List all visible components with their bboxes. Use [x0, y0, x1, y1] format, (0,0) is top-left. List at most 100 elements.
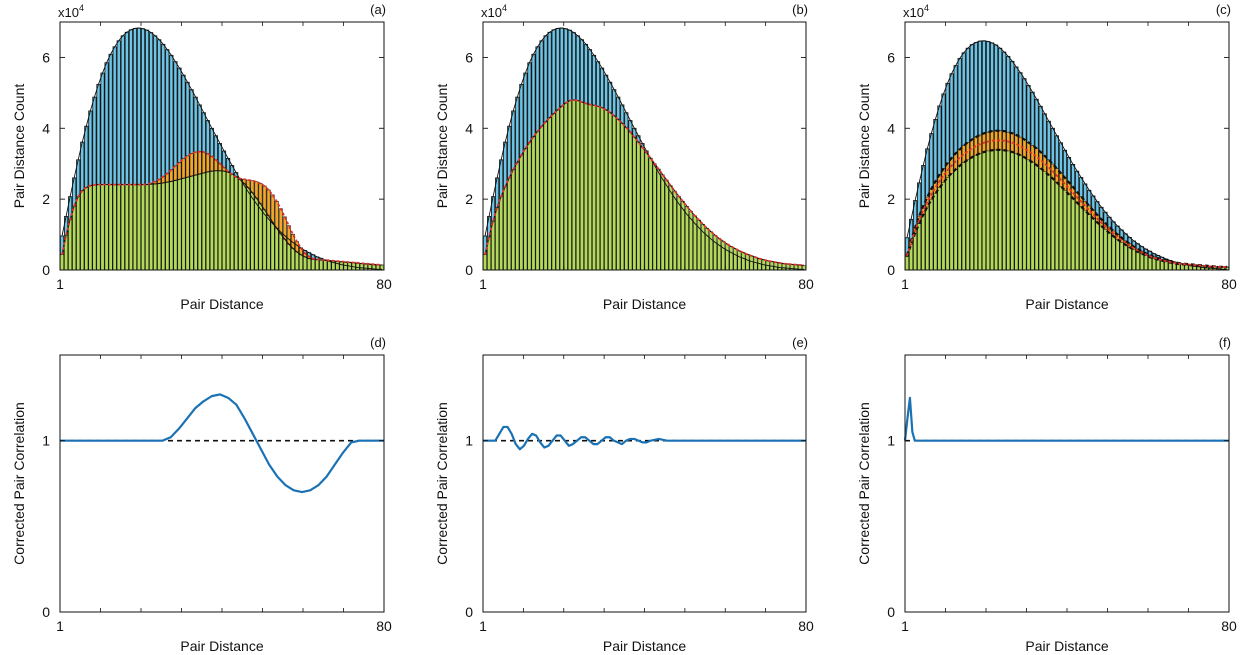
- green-bar: [295, 251, 299, 271]
- green-bar: [1075, 202, 1080, 271]
- green-bar: [1046, 174, 1051, 271]
- y-tick-label: 4: [465, 120, 473, 136]
- green-bar: [315, 259, 320, 271]
- exponent-power: 4: [79, 3, 84, 13]
- green-bar: [503, 186, 508, 271]
- green-bar: [153, 183, 158, 271]
- panel-label: (d): [370, 335, 386, 350]
- green-bar: [1091, 218, 1096, 271]
- correlation-line: [903, 396, 1229, 442]
- green-bar: [76, 196, 81, 271]
- green-bar: [359, 263, 364, 271]
- y-axis-label: Corrected Pair Correlation: [11, 402, 27, 565]
- y-tick-label: 0: [887, 604, 895, 620]
- green-bar: [1095, 222, 1100, 271]
- y-tick-label: 4: [887, 120, 895, 136]
- axes-box: [904, 354, 1230, 613]
- green-bar: [905, 256, 909, 271]
- panel-label: (f): [1219, 335, 1231, 350]
- green-bar: [335, 261, 340, 271]
- green-bar: [717, 238, 722, 271]
- x-axis-label: Pair Distance: [180, 296, 263, 312]
- green-bar: [108, 184, 113, 271]
- panel-label: (b): [792, 2, 808, 17]
- axis-exponent: x104: [481, 3, 507, 20]
- green-bar: [112, 184, 117, 271]
- green-bar: [189, 175, 194, 271]
- x-tick-label: 80: [1221, 276, 1237, 292]
- green-bar: [789, 264, 794, 271]
- x-tick-label: 80: [376, 276, 392, 292]
- axis-exponent: x104: [58, 3, 84, 20]
- green-bar: [1111, 236, 1116, 271]
- green-bar: [1099, 225, 1104, 271]
- green-bar: [1148, 257, 1152, 271]
- green-bar: [120, 184, 125, 271]
- x-axis-label: Pair Distance: [1025, 638, 1108, 654]
- green-bar: [519, 154, 524, 271]
- exponent-power: 4: [502, 3, 507, 13]
- green-bar: [1054, 182, 1059, 271]
- green-bar: [1156, 259, 1161, 271]
- green-bar: [367, 264, 372, 271]
- green-bar: [596, 106, 600, 271]
- red-dashed-line: [484, 99, 805, 267]
- green-bar: [721, 241, 726, 271]
- green-bar: [84, 187, 89, 271]
- x-axis-label: Pair Distance: [603, 638, 686, 654]
- green-bar: [1059, 186, 1063, 271]
- x-tick-label: 80: [798, 618, 814, 634]
- green-bar: [1123, 244, 1128, 271]
- green-bar: [197, 173, 202, 271]
- green-bar: [921, 214, 926, 271]
- green-bar: [343, 261, 348, 271]
- green-bar: [978, 153, 982, 271]
- green-bar: [953, 169, 958, 271]
- axes-box: [59, 354, 385, 613]
- green-bar: [628, 131, 633, 271]
- y-tick-label: 2: [42, 191, 50, 207]
- panel-label: (e): [792, 335, 808, 350]
- green-bar: [355, 263, 360, 271]
- green-bar: [1144, 255, 1148, 271]
- green-bar: [1067, 194, 1071, 271]
- green-bar: [563, 102, 568, 271]
- green-bar: [181, 177, 186, 271]
- y-axis-label: Corrected Pair Correlation: [856, 402, 872, 565]
- green-bar: [929, 199, 934, 271]
- green-bar: [201, 172, 206, 271]
- green-bar: [157, 183, 162, 271]
- green-bar: [88, 185, 93, 271]
- green-bar: [511, 169, 516, 271]
- green-bar: [80, 190, 85, 271]
- green-bar: [1002, 150, 1007, 271]
- green-bar: [116, 184, 121, 271]
- y-axis-label: Pair Distance Count: [856, 84, 872, 209]
- green-bar: [311, 259, 316, 271]
- green-bar: [165, 181, 170, 271]
- green-bar: [483, 254, 487, 271]
- green-bar: [290, 248, 295, 271]
- green-bar: [664, 179, 669, 271]
- x-tick-label: 1: [479, 618, 487, 634]
- green-bar: [234, 176, 239, 271]
- green-bar: [1063, 190, 1067, 271]
- green-bar: [1079, 206, 1084, 271]
- green-bar: [652, 163, 657, 271]
- green-bar: [299, 254, 303, 271]
- panel-label: (c): [1216, 2, 1231, 17]
- green-bar: [499, 196, 504, 271]
- x-tick-label: 80: [376, 618, 392, 634]
- green-bar: [941, 182, 946, 271]
- green-bar: [258, 203, 263, 271]
- green-bar: [680, 201, 685, 271]
- blue-envelope-line: [484, 27, 804, 270]
- green-bar: [588, 104, 592, 271]
- green-bar: [965, 159, 970, 271]
- exponent-base: x10: [903, 5, 924, 20]
- green-bar: [551, 113, 556, 271]
- green-bar: [555, 109, 560, 271]
